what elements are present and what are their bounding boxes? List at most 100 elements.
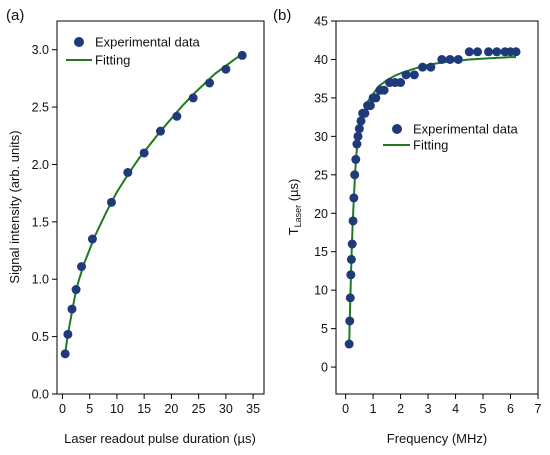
y-tick-label: 5 (321, 322, 328, 336)
panel-b-y-axis-title-main: T (286, 227, 301, 235)
data-point (418, 62, 428, 72)
data-point (63, 329, 73, 339)
panel-a: (a) 0 5 10 15 20 25 30 350.00.51.01.52.02.53.0 … (6, 7, 265, 446)
x-tick-label: 10 (110, 402, 124, 416)
panel-a-legend-marker-icon (74, 37, 84, 47)
panel-b-x-axis-title: Frequency (MHz) (387, 431, 487, 446)
data-point (348, 216, 358, 226)
y-tick-label: 20 (314, 207, 328, 221)
x-tick-label: 2 (397, 402, 404, 416)
data-point (365, 101, 375, 111)
y-tick-label: 1.0 (32, 273, 49, 287)
data-point (346, 270, 356, 280)
y-tick-label: 2.0 (32, 158, 49, 172)
x-tick-label: 15 (137, 402, 151, 416)
panel-b-points-layer (344, 47, 521, 349)
panel-a-legend: Experimental data Fitting (66, 35, 201, 68)
x-tick-label: 0 (342, 402, 349, 416)
data-point (484, 47, 494, 57)
x-tick-label: 4 (452, 402, 459, 416)
y-tick-label: 0.5 (32, 330, 49, 344)
y-tick-label: 15 (314, 245, 328, 259)
data-point (123, 168, 133, 177)
y-tick-label: 45 (314, 15, 328, 29)
data-point (349, 193, 359, 203)
x-tick-label: 7 (535, 402, 542, 416)
data-point (345, 316, 355, 326)
data-point (237, 50, 247, 60)
panel-b-y-axis-title-unit: (µs) (286, 179, 301, 205)
data-point (77, 262, 87, 272)
panel-b-legend-marker-icon (392, 124, 402, 134)
data-point (354, 124, 364, 134)
x-tick-label: 1 (370, 402, 377, 416)
x-tick-label: 3 (425, 402, 432, 416)
data-point (360, 108, 370, 118)
x-tick-label: 35 (246, 402, 260, 416)
panel-b-frame (335, 20, 539, 395)
data-point (172, 111, 182, 121)
data-point (401, 70, 411, 80)
panel-a-y-axis-title: Signal intensity (arb. units) (7, 130, 22, 283)
panel-b-y-axis-title-sub: Laser (293, 205, 303, 228)
x-tick-label: 20 (164, 402, 178, 416)
panel-b-y-axis-title: TLaser (µs) (286, 179, 303, 236)
data-point (464, 47, 474, 57)
data-point (106, 197, 116, 207)
data-point (345, 293, 355, 303)
data-point (156, 126, 165, 136)
x-tick-label: 6 (507, 402, 514, 416)
panel-a-ticks: 0 5 10 15 20 25 30 35 0.0 0.5 1.0 1.5 2.0 2.5 3.0 (32, 43, 260, 416)
x-tick-label: 25 (192, 402, 206, 416)
data-point (60, 349, 70, 359)
panel-a-points-layer (60, 50, 247, 359)
panel-b-legend-experimental: Experimental data (413, 122, 519, 137)
data-point (453, 54, 463, 64)
data-point (346, 254, 356, 264)
data-point (379, 85, 389, 95)
panel-b-legend: Experimental data Fitting (383, 122, 519, 153)
data-point (445, 54, 455, 64)
panel-a-label: (a) (6, 7, 24, 24)
data-point (492, 47, 502, 57)
y-tick-label: 40 (314, 53, 328, 67)
y-tick-label: 35 (314, 91, 328, 105)
data-point (353, 131, 363, 141)
data-point (352, 139, 362, 149)
panel-b-label: (b) (273, 7, 291, 24)
y-tick-label: 3.0 (32, 43, 49, 57)
x-tick-label: 5 (480, 402, 487, 416)
data-point (437, 54, 447, 64)
panel-a-frame (56, 20, 265, 395)
x-tick-label: 30 (219, 402, 233, 416)
data-point (221, 64, 231, 74)
panel-b-legend-fitting: Fitting (413, 138, 448, 153)
data-point (356, 116, 366, 126)
data-point (347, 239, 357, 249)
data-point (351, 154, 361, 164)
data-point (87, 234, 97, 244)
panel-a-legend-fitting: Fitting (95, 53, 130, 68)
panel-a-legend-experimental: Experimental data (95, 35, 201, 50)
data-point (426, 62, 436, 72)
data-point (511, 47, 521, 57)
data-point (188, 93, 198, 103)
y-tick-label: 0.0 (32, 388, 49, 402)
data-point (396, 78, 406, 88)
panel-a-x-axis-title: Laser readout pulse duration (µs) (64, 431, 256, 446)
data-point (350, 170, 360, 180)
data-point (473, 47, 483, 57)
data-point (205, 78, 215, 88)
y-tick-label: 2.5 (32, 101, 49, 115)
x-tick-label: 0 (59, 402, 66, 416)
panel-a-fit-layer (64, 54, 243, 354)
fit-line (64, 54, 243, 354)
y-tick-label: 30 (314, 130, 328, 144)
y-tick-label: 10 (314, 284, 328, 298)
data-point (409, 70, 419, 80)
data-point (71, 285, 81, 295)
data-point (67, 304, 77, 314)
